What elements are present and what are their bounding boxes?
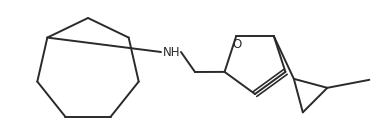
- Text: O: O: [232, 38, 242, 51]
- Text: NH: NH: [163, 46, 180, 59]
